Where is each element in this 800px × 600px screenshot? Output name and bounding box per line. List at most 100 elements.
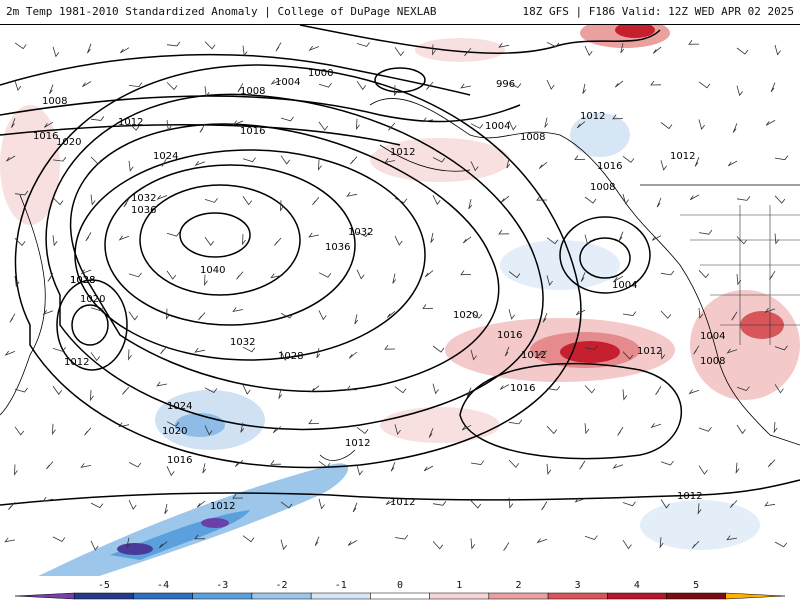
isobar-label: 1020 bbox=[453, 310, 478, 321]
isobar-bering-low bbox=[374, 67, 426, 93]
wind-barb bbox=[350, 156, 358, 165]
wind-barb bbox=[354, 314, 359, 325]
isobar-label: 1032 bbox=[230, 337, 255, 348]
colorbar-tick-label: -1 bbox=[335, 580, 347, 591]
isobar-gulf-1004 bbox=[579, 237, 631, 279]
wind-barb bbox=[499, 384, 510, 390]
wind-barb bbox=[394, 47, 405, 57]
colorbar: -5 -4 -3 -2 -1 0 1 2 3 4 5 bbox=[0, 576, 800, 600]
wind-barb bbox=[52, 385, 63, 395]
wind-barb bbox=[118, 235, 130, 241]
colorbar-tick-label: 3 bbox=[575, 580, 581, 591]
wind-barb bbox=[14, 190, 29, 196]
wind-barb bbox=[617, 426, 624, 436]
wind-barb bbox=[584, 46, 593, 57]
wind-barb bbox=[538, 161, 548, 169]
isobar-gulf-1008 bbox=[559, 216, 651, 294]
warm-anomaly-alaska bbox=[370, 138, 510, 182]
wind-barb bbox=[546, 79, 555, 90]
wind-barb bbox=[123, 198, 130, 208]
wind-barb bbox=[232, 493, 244, 499]
colorbar-tick-label: -3 bbox=[216, 580, 228, 591]
wind-barb bbox=[574, 497, 586, 503]
wind-barb bbox=[698, 119, 705, 131]
wind-barb bbox=[432, 383, 439, 395]
wind-barb bbox=[384, 344, 396, 350]
wind-barb bbox=[52, 536, 66, 542]
isobar-1016 bbox=[14, 64, 582, 469]
wind-barb bbox=[470, 538, 476, 550]
wind-barb bbox=[430, 232, 435, 243]
isobar-label: 1016 bbox=[33, 131, 58, 142]
isobar-label: 1008 bbox=[240, 86, 265, 97]
wind-barb bbox=[432, 501, 447, 506]
wind-barb bbox=[470, 460, 485, 465]
colorbar-swatch bbox=[607, 592, 667, 600]
isobar-label: 1032 bbox=[131, 193, 156, 204]
isobar-label: 1036 bbox=[325, 242, 350, 253]
wind-barb bbox=[52, 423, 56, 436]
wind-barb bbox=[85, 232, 92, 242]
anomaly-map: 1000 1004 1008 996 1008 1012 1016 1020 1… bbox=[0, 25, 800, 576]
isobar-label: 1028 bbox=[70, 275, 95, 286]
wind-barb bbox=[508, 497, 514, 509]
wind-barb bbox=[14, 80, 22, 92]
wind-barb bbox=[736, 196, 751, 201]
wind-barb bbox=[280, 313, 294, 319]
wind-barb bbox=[274, 237, 282, 246]
wind-barb bbox=[432, 195, 441, 206]
wind-barb bbox=[270, 79, 282, 85]
isobar-label: 1008 bbox=[520, 132, 545, 143]
wind-barb bbox=[698, 465, 708, 475]
wind-barb bbox=[275, 42, 282, 52]
wind-barb bbox=[394, 197, 408, 204]
wind-barb bbox=[126, 537, 131, 548]
wind-barb bbox=[128, 160, 134, 172]
colorbar-swatch bbox=[370, 592, 430, 600]
wind-barb bbox=[310, 385, 320, 393]
isobar-labels: 1000 1004 1008 996 1008 1012 1016 1020 1… bbox=[33, 68, 725, 512]
wind-barb bbox=[158, 541, 168, 549]
wind-barb bbox=[11, 118, 16, 128]
wind-barb bbox=[576, 121, 586, 129]
wind-barb bbox=[278, 388, 283, 399]
wind-barb bbox=[660, 160, 667, 171]
wind-barb bbox=[166, 231, 180, 237]
wind-barb bbox=[280, 350, 289, 361]
wind-barb bbox=[500, 195, 510, 203]
wind-barb bbox=[698, 229, 713, 235]
wind-barb bbox=[660, 310, 672, 319]
wind-barb bbox=[622, 501, 636, 507]
wind-barb bbox=[204, 198, 218, 203]
state-grid bbox=[680, 205, 800, 345]
wind-barb bbox=[280, 539, 287, 551]
wind-barb bbox=[242, 157, 256, 163]
wind-barb bbox=[47, 272, 54, 282]
warm-anomaly-hawaii bbox=[380, 407, 500, 443]
wind-barb bbox=[198, 312, 206, 321]
wind-barb bbox=[14, 387, 28, 393]
isobar-low-1016 bbox=[56, 279, 128, 371]
wind-barb bbox=[508, 459, 520, 468]
header-bar: 2m Temp 1981-2010 Standardized Anomaly |… bbox=[0, 0, 800, 25]
wind-barb bbox=[240, 422, 245, 433]
wind-barb bbox=[46, 461, 54, 470]
colorbar-tick-label: -4 bbox=[157, 580, 169, 591]
wind-barb bbox=[769, 270, 776, 280]
isobar-1036 bbox=[139, 184, 301, 296]
wind-barb bbox=[468, 199, 473, 210]
wind-barb bbox=[689, 194, 700, 201]
wind-barb bbox=[508, 271, 521, 279]
wind-barb bbox=[575, 309, 586, 316]
wind-barb bbox=[579, 460, 586, 470]
wind-barb bbox=[508, 82, 522, 89]
isobar-label: 1024 bbox=[167, 401, 192, 412]
isobar-label: 1004 bbox=[700, 331, 725, 342]
wind-barb bbox=[764, 307, 776, 313]
colorbar-ticks: -5 -4 -3 -2 -1 0 1 2 3 4 5 bbox=[98, 580, 699, 591]
wind-barb bbox=[774, 44, 781, 56]
wind-barb bbox=[128, 82, 143, 88]
wind-barb bbox=[128, 122, 140, 131]
wind-barb bbox=[770, 82, 776, 93]
wind-barb bbox=[660, 270, 675, 276]
